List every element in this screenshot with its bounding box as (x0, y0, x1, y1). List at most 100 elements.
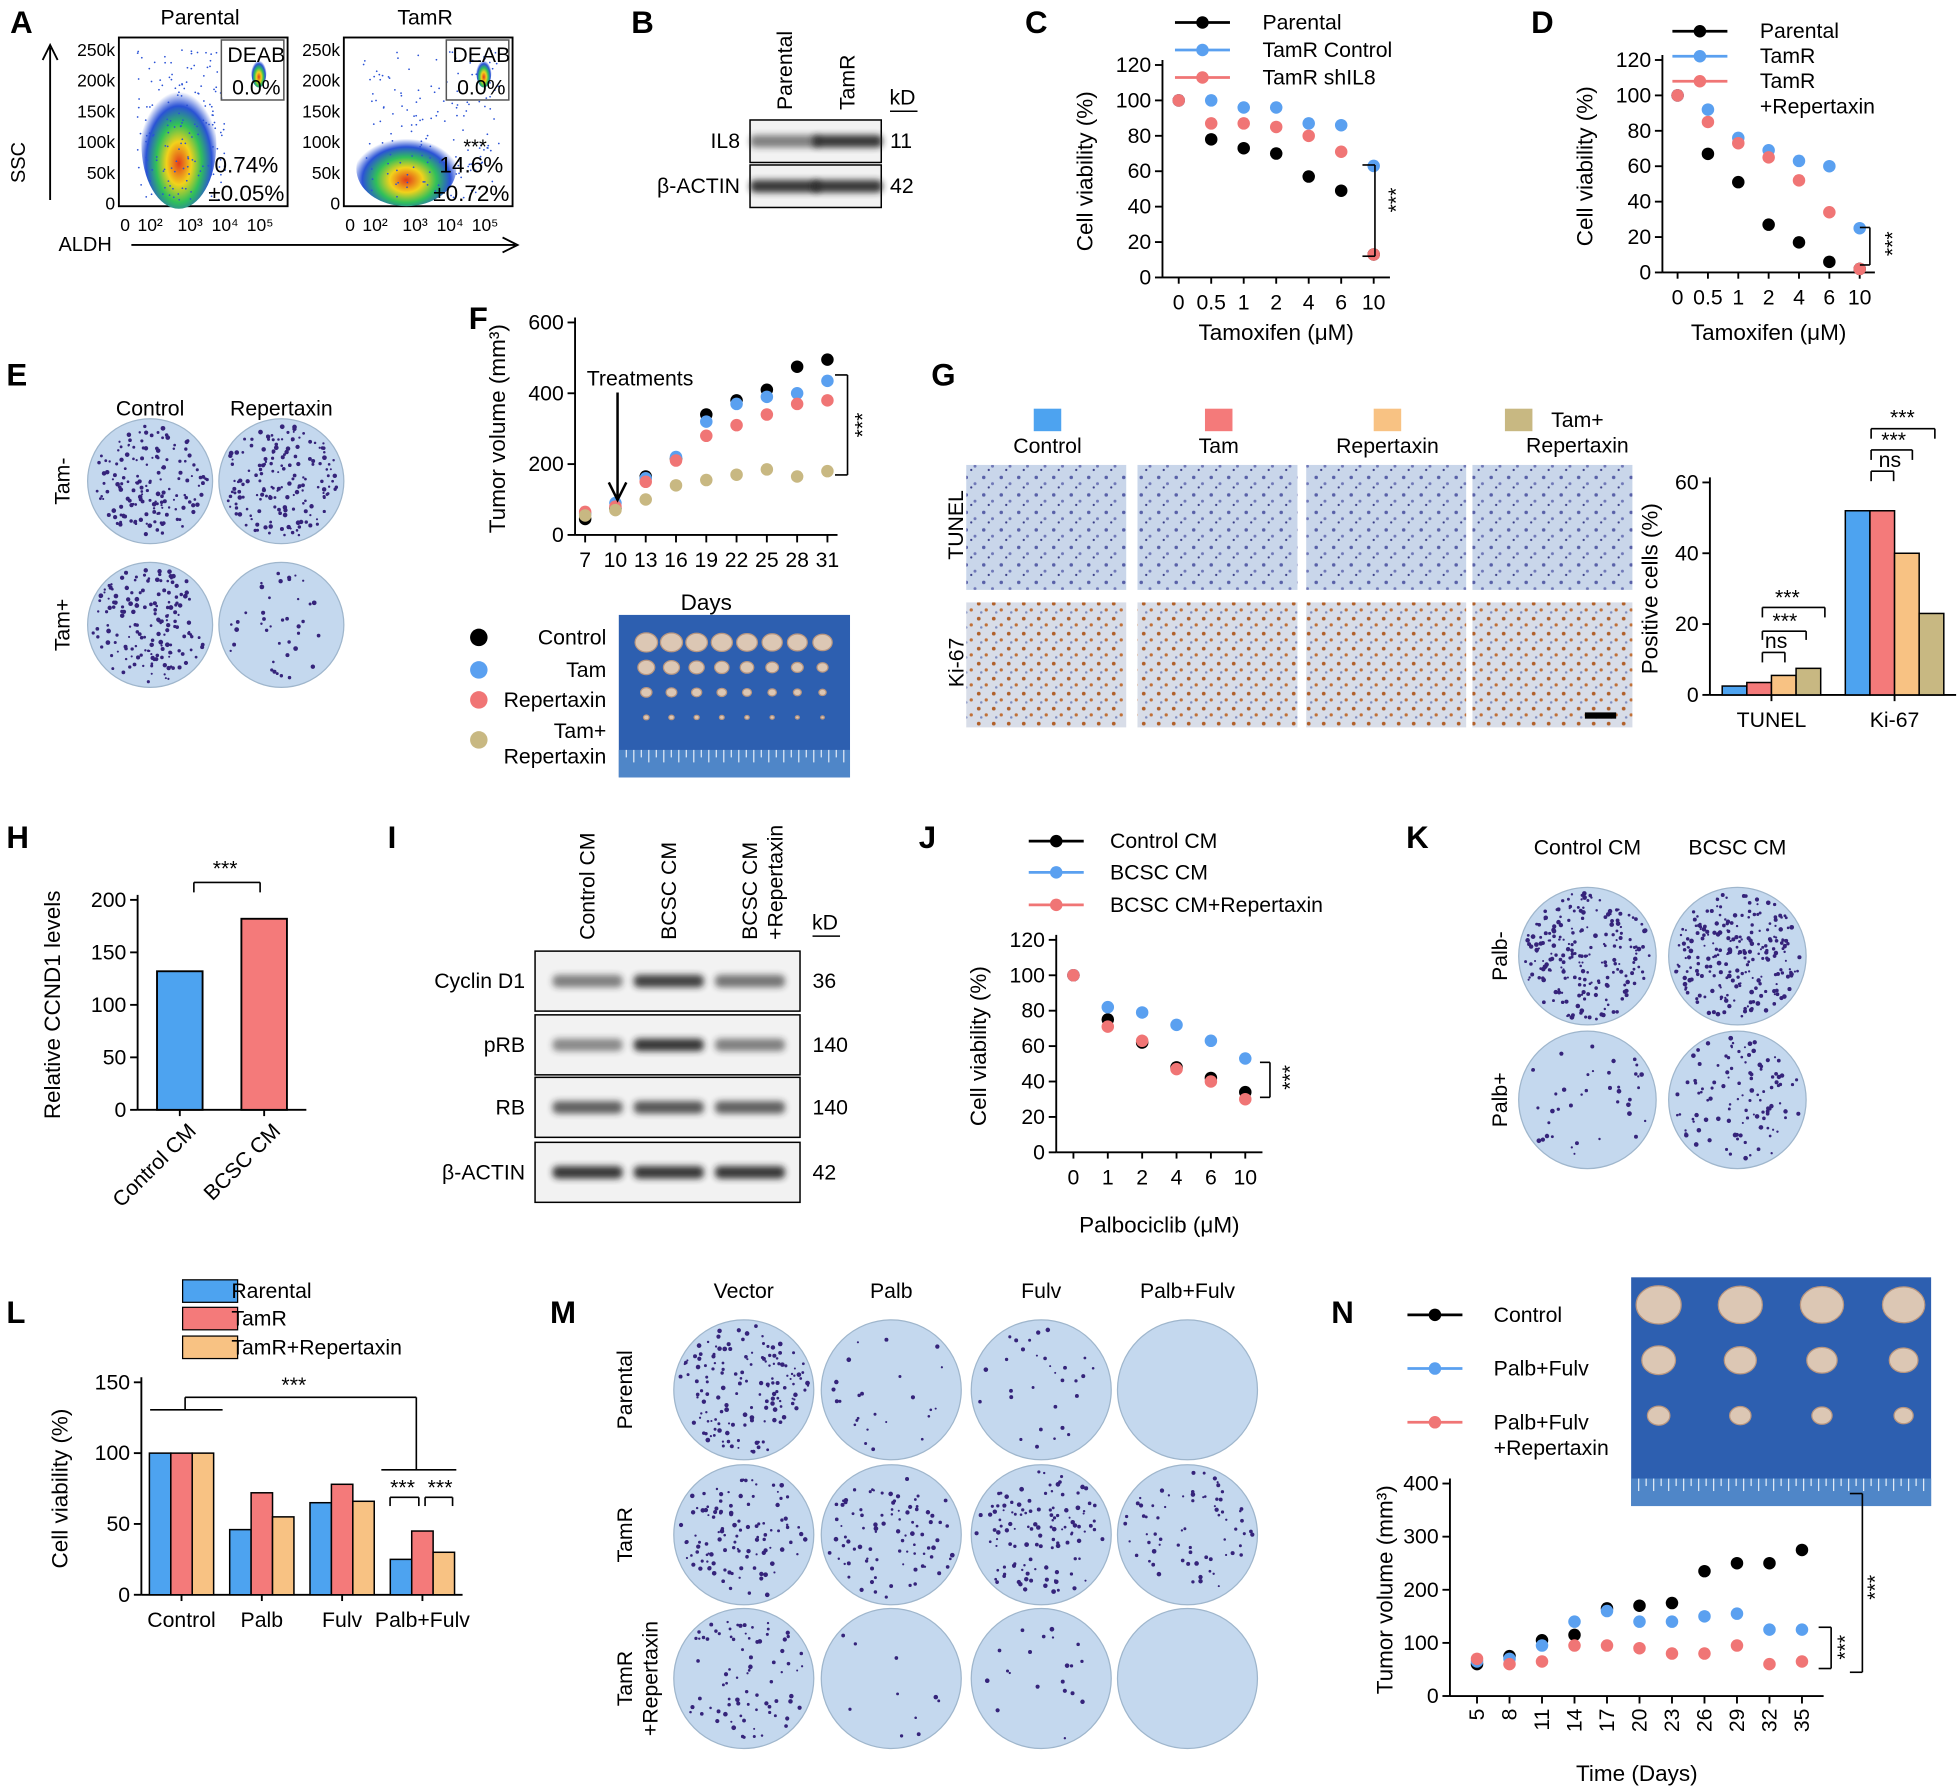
flow-event (497, 85, 500, 88)
tumor (665, 687, 678, 698)
colony (716, 1395, 721, 1400)
colony (1740, 938, 1743, 941)
plate (820, 1607, 962, 1750)
label: Fulv (1021, 1279, 1061, 1303)
colony (187, 630, 191, 634)
colony (870, 1566, 875, 1571)
colony (711, 1515, 716, 1519)
colony (1591, 1069, 1595, 1073)
colony (1077, 1524, 1081, 1529)
label: Vector (714, 1279, 774, 1303)
colony (1008, 1335, 1012, 1339)
colony (261, 610, 266, 615)
tumor (1799, 1285, 1845, 1324)
label: Repertaxin (230, 397, 333, 421)
colony (183, 459, 187, 463)
colony (1556, 907, 1561, 912)
colony (905, 1510, 910, 1515)
y-tick-label: 150k (302, 101, 340, 121)
colony (937, 1699, 941, 1703)
colony (1611, 933, 1615, 937)
colony (134, 503, 138, 506)
colony (1722, 923, 1726, 928)
colony (1616, 1100, 1620, 1104)
colony (1732, 913, 1738, 918)
point (1568, 1628, 1581, 1642)
x-tick-label: 4 (1303, 290, 1315, 314)
colony (1712, 942, 1715, 945)
ihc-image (1472, 464, 1633, 590)
colony (261, 447, 266, 452)
point (1730, 1639, 1744, 1652)
colony (768, 1710, 772, 1715)
point (1204, 94, 1218, 107)
colony (235, 620, 240, 624)
colony (150, 603, 153, 606)
colony (271, 438, 275, 442)
flow-event (178, 84, 181, 87)
y-tick-label: 100 (1403, 1631, 1438, 1655)
colony (253, 528, 257, 533)
colony (142, 664, 145, 668)
flow-event (426, 134, 429, 137)
tumor (741, 687, 753, 697)
x-tick-label: 0 (120, 215, 130, 235)
flow-event (177, 193, 180, 195)
colony (1081, 1374, 1086, 1379)
colony (168, 655, 171, 658)
flow-event (140, 56, 143, 59)
tumor (739, 661, 755, 674)
flow-event (210, 53, 213, 55)
colony (1773, 917, 1778, 922)
flow-event (223, 152, 226, 155)
flow-event (138, 98, 140, 100)
colony (280, 438, 284, 441)
flow-event (183, 87, 186, 90)
colony (1060, 1492, 1065, 1497)
x-tick-label: 17 (1595, 1709, 1619, 1733)
colony (250, 517, 253, 521)
colony (1796, 1111, 1801, 1116)
colony (244, 523, 248, 527)
x-tick-label: 6 (1205, 1165, 1217, 1189)
point (1762, 151, 1775, 164)
colony (182, 634, 187, 639)
flow-event (223, 123, 226, 125)
colony (1156, 1571, 1162, 1577)
colony (1537, 922, 1542, 927)
colony (232, 486, 237, 491)
colony (1008, 1671, 1011, 1675)
annotation: *** (1881, 428, 1906, 452)
colony (990, 1504, 994, 1508)
colony (1558, 938, 1561, 941)
colony (1586, 926, 1589, 929)
colony (860, 1513, 864, 1518)
flow-event (419, 97, 421, 100)
colony (1618, 936, 1623, 941)
colony (230, 490, 234, 494)
colony (987, 1512, 993, 1517)
label: kD (890, 85, 916, 109)
colony (1695, 968, 1699, 973)
flow-event (203, 100, 205, 102)
colony (779, 1405, 783, 1408)
flow-event (428, 171, 431, 173)
colony (864, 1441, 868, 1445)
colony (749, 1405, 754, 1410)
colony (945, 1524, 949, 1528)
colony (1191, 1580, 1195, 1584)
colony (1647, 954, 1651, 957)
colony (184, 590, 189, 595)
colony (1632, 1057, 1637, 1062)
colony (226, 499, 230, 503)
colony (1216, 1481, 1219, 1484)
tumor (1635, 1285, 1682, 1325)
tumor (794, 715, 800, 720)
colony (775, 1389, 779, 1394)
colony (1774, 988, 1779, 993)
flow-event (369, 78, 371, 81)
colony (1092, 1503, 1097, 1508)
colony (746, 1502, 751, 1507)
colony (874, 1530, 878, 1534)
colony (1743, 956, 1747, 960)
